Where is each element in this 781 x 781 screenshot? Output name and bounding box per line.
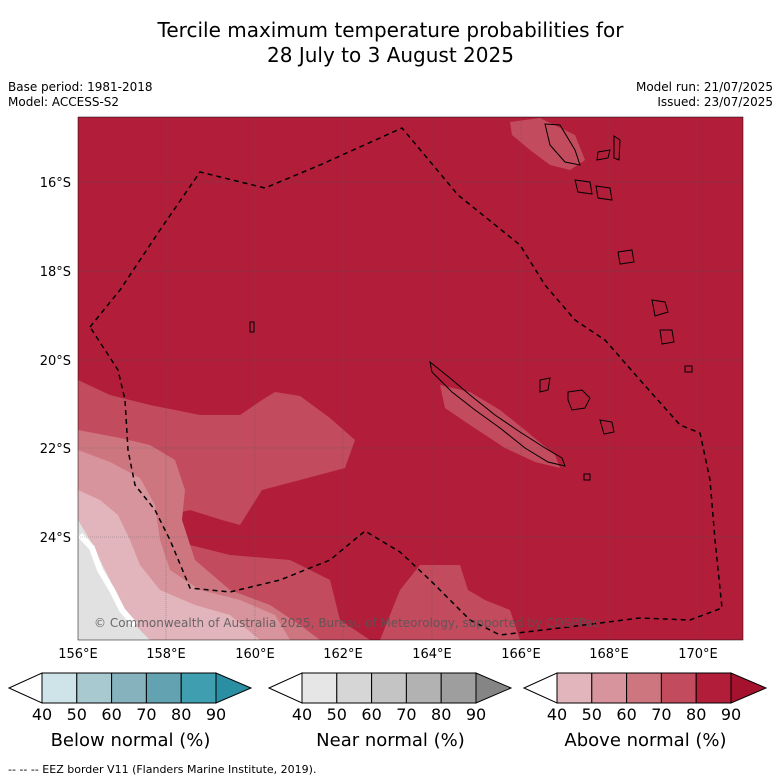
colorbar-segment — [76, 672, 113, 704]
colorbar-tick-label: 40 — [31, 705, 53, 724]
eez-border — [89, 127, 723, 636]
colorbar-tick-label: 50 — [581, 705, 602, 724]
colorbar-segment — [180, 672, 217, 704]
aneityum-coast — [659, 329, 675, 345]
colorbar-tick-label: 80 — [171, 705, 192, 724]
colorbar-tick-label: 60 — [616, 705, 637, 724]
map-frame — [77, 116, 744, 641]
title-line-1: Tercile maximum temperature probabilitie… — [157, 18, 624, 42]
colorbar-tick-label: 80 — [431, 705, 452, 724]
colorbar-below-normal-scale — [7, 672, 253, 704]
colorbar-segment — [145, 672, 182, 704]
malekula-coast — [574, 179, 593, 195]
colorbar-segment — [626, 672, 662, 704]
latitude-labels: 16°S 18°S 20°S 22°S 24°S — [40, 176, 71, 546]
meta-left: Base period: 1981-2018 Model: ACCESS-S2 — [8, 80, 153, 110]
lon-label-156e: 156°E — [58, 647, 98, 660]
colorbar-extend-low — [267, 672, 303, 704]
colorbar-extend-low — [522, 672, 558, 704]
eez-footnote: -- -- -- EEZ border V11 (Flanders Marine… — [8, 763, 317, 776]
colorbar-tick-label: 40 — [291, 705, 313, 724]
colorbar-below-normal — [7, 670, 253, 710]
colorbar-above-normal — [522, 670, 768, 710]
meta-right: Model run: 21/07/2025 Issued: 23/07/2025 — [636, 80, 773, 110]
near-normal-white-edge — [78, 532, 138, 627]
colorbar-segment — [301, 672, 338, 704]
lat-label-24s: 24°S — [40, 531, 71, 546]
colorbar-segment — [660, 672, 697, 704]
colorbar-tick-label: 80 — [686, 705, 707, 724]
colorbar-segment — [336, 672, 373, 704]
islet-1 — [249, 321, 255, 333]
lat-label-16s: 16°S — [40, 176, 71, 191]
longitude-labels: 156°E 158°E 160°E 162°E 164°E 166°E 168°… — [58, 647, 718, 660]
colorbar-tick-label: 50 — [326, 705, 347, 724]
mare-coast — [539, 377, 551, 393]
colorbar-segment — [371, 672, 407, 704]
copyright-notice: © Commonwealth of Australia 2025, Bureau… — [94, 616, 599, 630]
colorbar-tick-label: 90 — [205, 705, 227, 724]
graticule — [78, 117, 743, 640]
colorbar-extend-low — [7, 672, 43, 704]
erromango-coast — [617, 249, 635, 265]
colorbar-near-normal-label: Near normal (%) — [316, 730, 465, 751]
coastlines — [249, 123, 693, 481]
colorbar-tick-label: 90 — [465, 705, 487, 724]
colorbar-tick-label: 70 — [651, 705, 672, 724]
colorbar-near-normal-scale — [267, 672, 513, 704]
lon-label-170e: 170°E — [678, 647, 718, 660]
espiritu-santo-coast — [544, 123, 581, 166]
ambae-coast — [596, 149, 611, 161]
colorbar-segment — [556, 672, 593, 704]
colorbar-extend-high — [730, 672, 768, 704]
islet-2 — [684, 365, 693, 373]
colorbar-tick-label: 50 — [66, 705, 87, 724]
probability-band-vanuatu — [510, 118, 585, 170]
lon-label-168e: 168°E — [589, 647, 629, 660]
lon-label-160e: 160°E — [235, 647, 275, 660]
map-panel: © Commonwealth of Australia 2025, Bureau… — [40, 116, 744, 660]
issued-label: Issued: 23/07/2025 — [657, 95, 773, 109]
model-label: Model: ACCESS-S2 — [8, 95, 120, 109]
probability-band-70-80-south — [380, 565, 520, 640]
lifou-coast — [599, 419, 615, 435]
colorbar-above-normal-scale — [522, 672, 768, 704]
map-title: Tercile maximum temperature probabilitie… — [0, 18, 781, 68]
efate-coast — [595, 185, 613, 201]
base-period-label: Base period: 1981-2018 — [8, 80, 153, 94]
colorbar-extend-high — [475, 672, 513, 704]
colorbar-tick-label: 60 — [361, 705, 382, 724]
near-normal-area — [78, 520, 150, 640]
colorbar-near-normal — [267, 670, 513, 710]
colorbar-segment — [405, 672, 442, 704]
lon-label-166e: 166°E — [501, 647, 541, 660]
colorbar-extend-high — [215, 672, 253, 704]
colorbar-above-normal-label: Above normal (%) — [564, 730, 727, 751]
new-caledonia-coast — [429, 360, 566, 467]
colorbar-segment — [440, 672, 477, 704]
title-line-2: 28 July to 3 August 2025 — [267, 43, 514, 67]
tanna-coast — [651, 299, 669, 317]
colorbar-segment — [111, 672, 147, 704]
lat-label-18s: 18°S — [40, 265, 71, 280]
loyalty-islands-coast — [567, 389, 591, 411]
model-run-label: Model run: 21/07/2025 — [635, 80, 773, 94]
colorbar-tick-label: 90 — [720, 705, 742, 724]
pentecost-coast — [613, 135, 621, 161]
lat-label-22s: 22°S — [40, 442, 71, 457]
colorbar-segment — [41, 672, 78, 704]
colorbar-tick-label: 60 — [101, 705, 122, 724]
colorbar-tick-label: 40 — [546, 705, 568, 724]
lon-label-164e: 164°E — [412, 647, 452, 660]
islet-3 — [583, 473, 591, 481]
colorbar-segment — [591, 672, 628, 704]
lat-label-20s: 20°S — [40, 354, 71, 369]
lon-label-158e: 158°E — [146, 647, 186, 660]
colorbar-tick-label: 70 — [136, 705, 157, 724]
lon-label-162e: 162°E — [323, 647, 363, 660]
colorbar-below-normal-label: Below normal (%) — [50, 730, 211, 751]
probability-band-40-50 — [78, 490, 260, 640]
colorbar-tick-label: 70 — [396, 705, 417, 724]
colorbar-segment — [695, 672, 732, 704]
